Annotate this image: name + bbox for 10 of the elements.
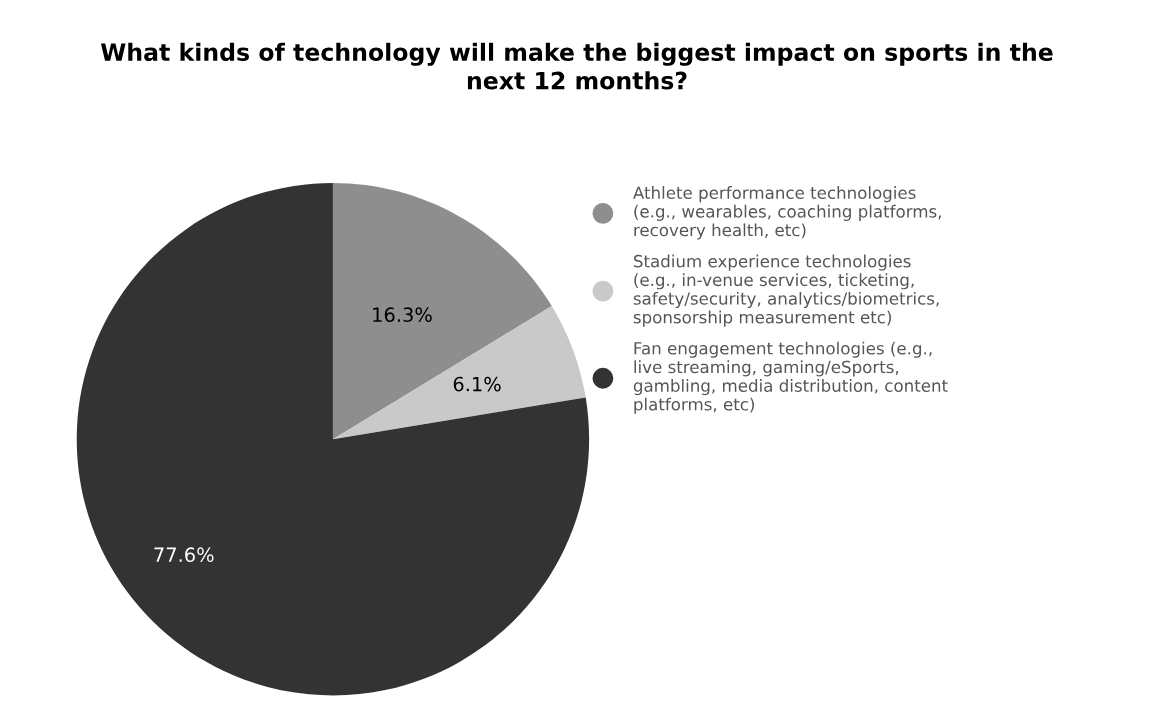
data-label: 16.3% [373,307,432,323]
pie-slice [76,183,590,696]
legend-label: Stadium experience technologies (e.g., in-venue services, ticketing, safety/security, analytics/biometrics, sponsorship measurement etc) [633,254,939,327]
data-label: 77.6% [154,547,214,563]
pie-slice [332,183,552,440]
pie-slice [332,306,586,440]
legend-label: Fan engagement technologies (e.g., live streaming, gaming/eSports, gambling, media distribution, content platforms, etc) [633,341,948,414]
legend-label: Athlete performance technologies (e.g., wearables, coaching platforms, recovery health, etc) [633,186,941,240]
data-label: 6.1% [453,376,501,392]
chart-title: What kinds of technology will make the biggest impact on sports in the next 12 months? [100,42,1053,90]
